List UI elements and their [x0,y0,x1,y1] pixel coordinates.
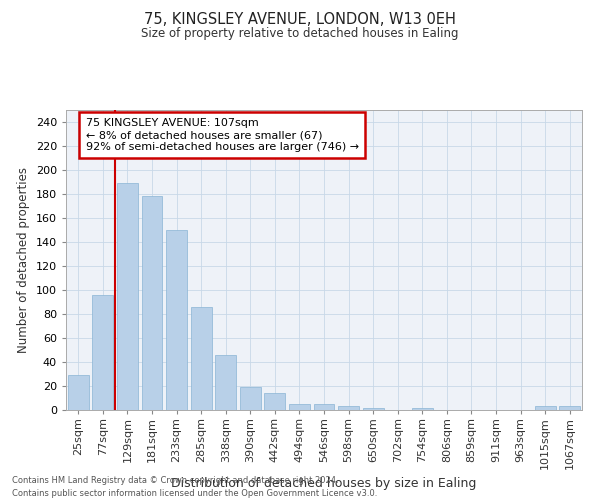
Bar [142,196,163,410]
Bar [559,406,580,410]
Text: Contains HM Land Registry data © Crown copyright and database right 2024.
Contai: Contains HM Land Registry data © Crown c… [12,476,377,498]
Bar [265,393,286,410]
Bar [362,408,383,410]
Bar [314,404,334,410]
X-axis label: Distribution of detached houses by size in Ealing: Distribution of detached houses by size … [172,477,476,490]
Bar [215,355,236,410]
Text: Size of property relative to detached houses in Ealing: Size of property relative to detached ho… [141,28,459,40]
Bar [68,375,89,410]
Bar [240,387,261,410]
Text: 75, KINGSLEY AVENUE, LONDON, W13 0EH: 75, KINGSLEY AVENUE, LONDON, W13 0EH [144,12,456,28]
Y-axis label: Number of detached properties: Number of detached properties [17,167,30,353]
Bar [338,406,359,410]
Bar [289,404,310,410]
Text: 75 KINGSLEY AVENUE: 107sqm
← 8% of detached houses are smaller (67)
92% of semi-: 75 KINGSLEY AVENUE: 107sqm ← 8% of detac… [86,118,359,152]
Bar [412,408,433,410]
Bar [535,406,556,410]
Bar [166,230,187,410]
Bar [117,183,138,410]
Bar [92,295,113,410]
Bar [191,307,212,410]
